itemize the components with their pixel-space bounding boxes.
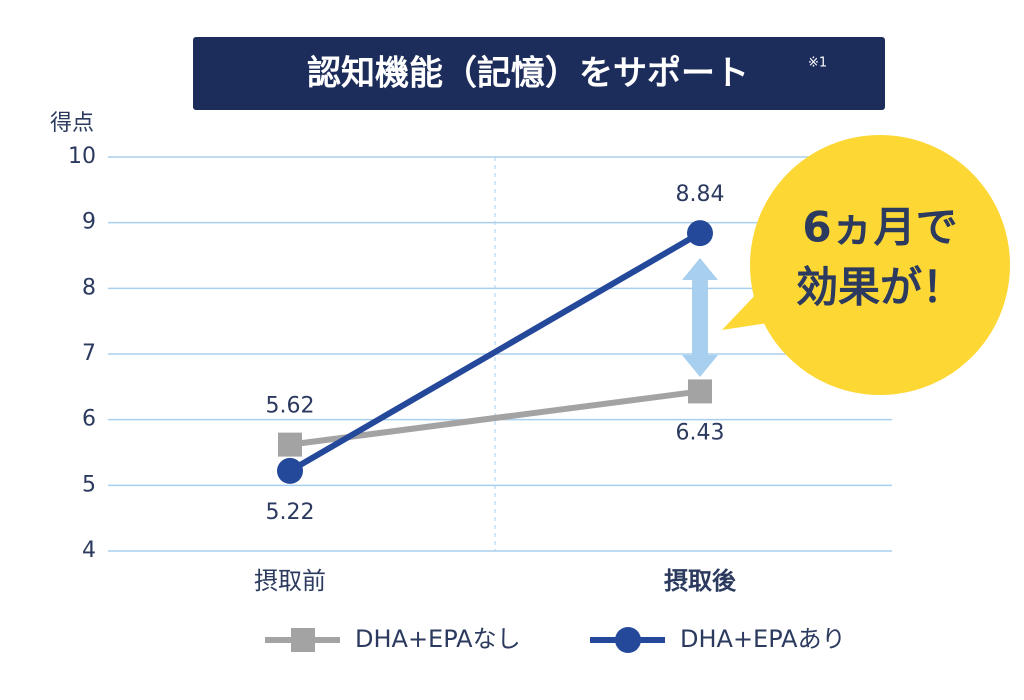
callout-text: 効果が！ <box>796 263 964 312</box>
legend-label: DHA+EPAなし <box>355 625 521 653</box>
x-tick-label: 摂取前 <box>254 567 326 595</box>
legend-label: DHA+EPAあり <box>680 625 846 653</box>
title-note: ※1 <box>808 56 827 71</box>
marker <box>687 220 713 247</box>
value-label: 6.43 <box>676 420 725 445</box>
value-label: 5.62 <box>266 394 315 419</box>
marker <box>688 379 712 404</box>
legend-marker <box>615 627 641 653</box>
series-line <box>289 388 701 448</box>
chart-title: 認知機能（記憶）をサポート <box>307 54 749 94</box>
value-label: 8.84 <box>676 182 725 207</box>
y-tick-label: 6 <box>82 407 96 432</box>
y-axis-label: 得点 <box>50 111 94 136</box>
value-label: 5.22 <box>266 500 315 525</box>
marker <box>278 432 302 457</box>
x-tick-label: 摂取後 <box>664 567 737 595</box>
callout <box>750 135 1010 395</box>
callout-text: 6ヵ月で <box>802 203 957 252</box>
title-banner <box>193 37 885 110</box>
y-tick-label: 7 <box>82 341 96 366</box>
series-line <box>288 230 702 474</box>
y-tick-label: 9 <box>82 210 96 235</box>
plot: 4 5 6 7 8 9 10 摂取前 摂取後 5.62 6.43 5.22 8.84 DHA+EPAなし D… <box>68 144 892 653</box>
y-tick-label: 10 <box>68 144 96 169</box>
y-tick-label: 5 <box>82 472 96 497</box>
y-tick-label: 4 <box>82 538 96 563</box>
legend-marker <box>291 628 315 652</box>
y-tick-label: 8 <box>82 275 96 300</box>
arrow <box>682 258 718 377</box>
marker <box>277 457 303 484</box>
